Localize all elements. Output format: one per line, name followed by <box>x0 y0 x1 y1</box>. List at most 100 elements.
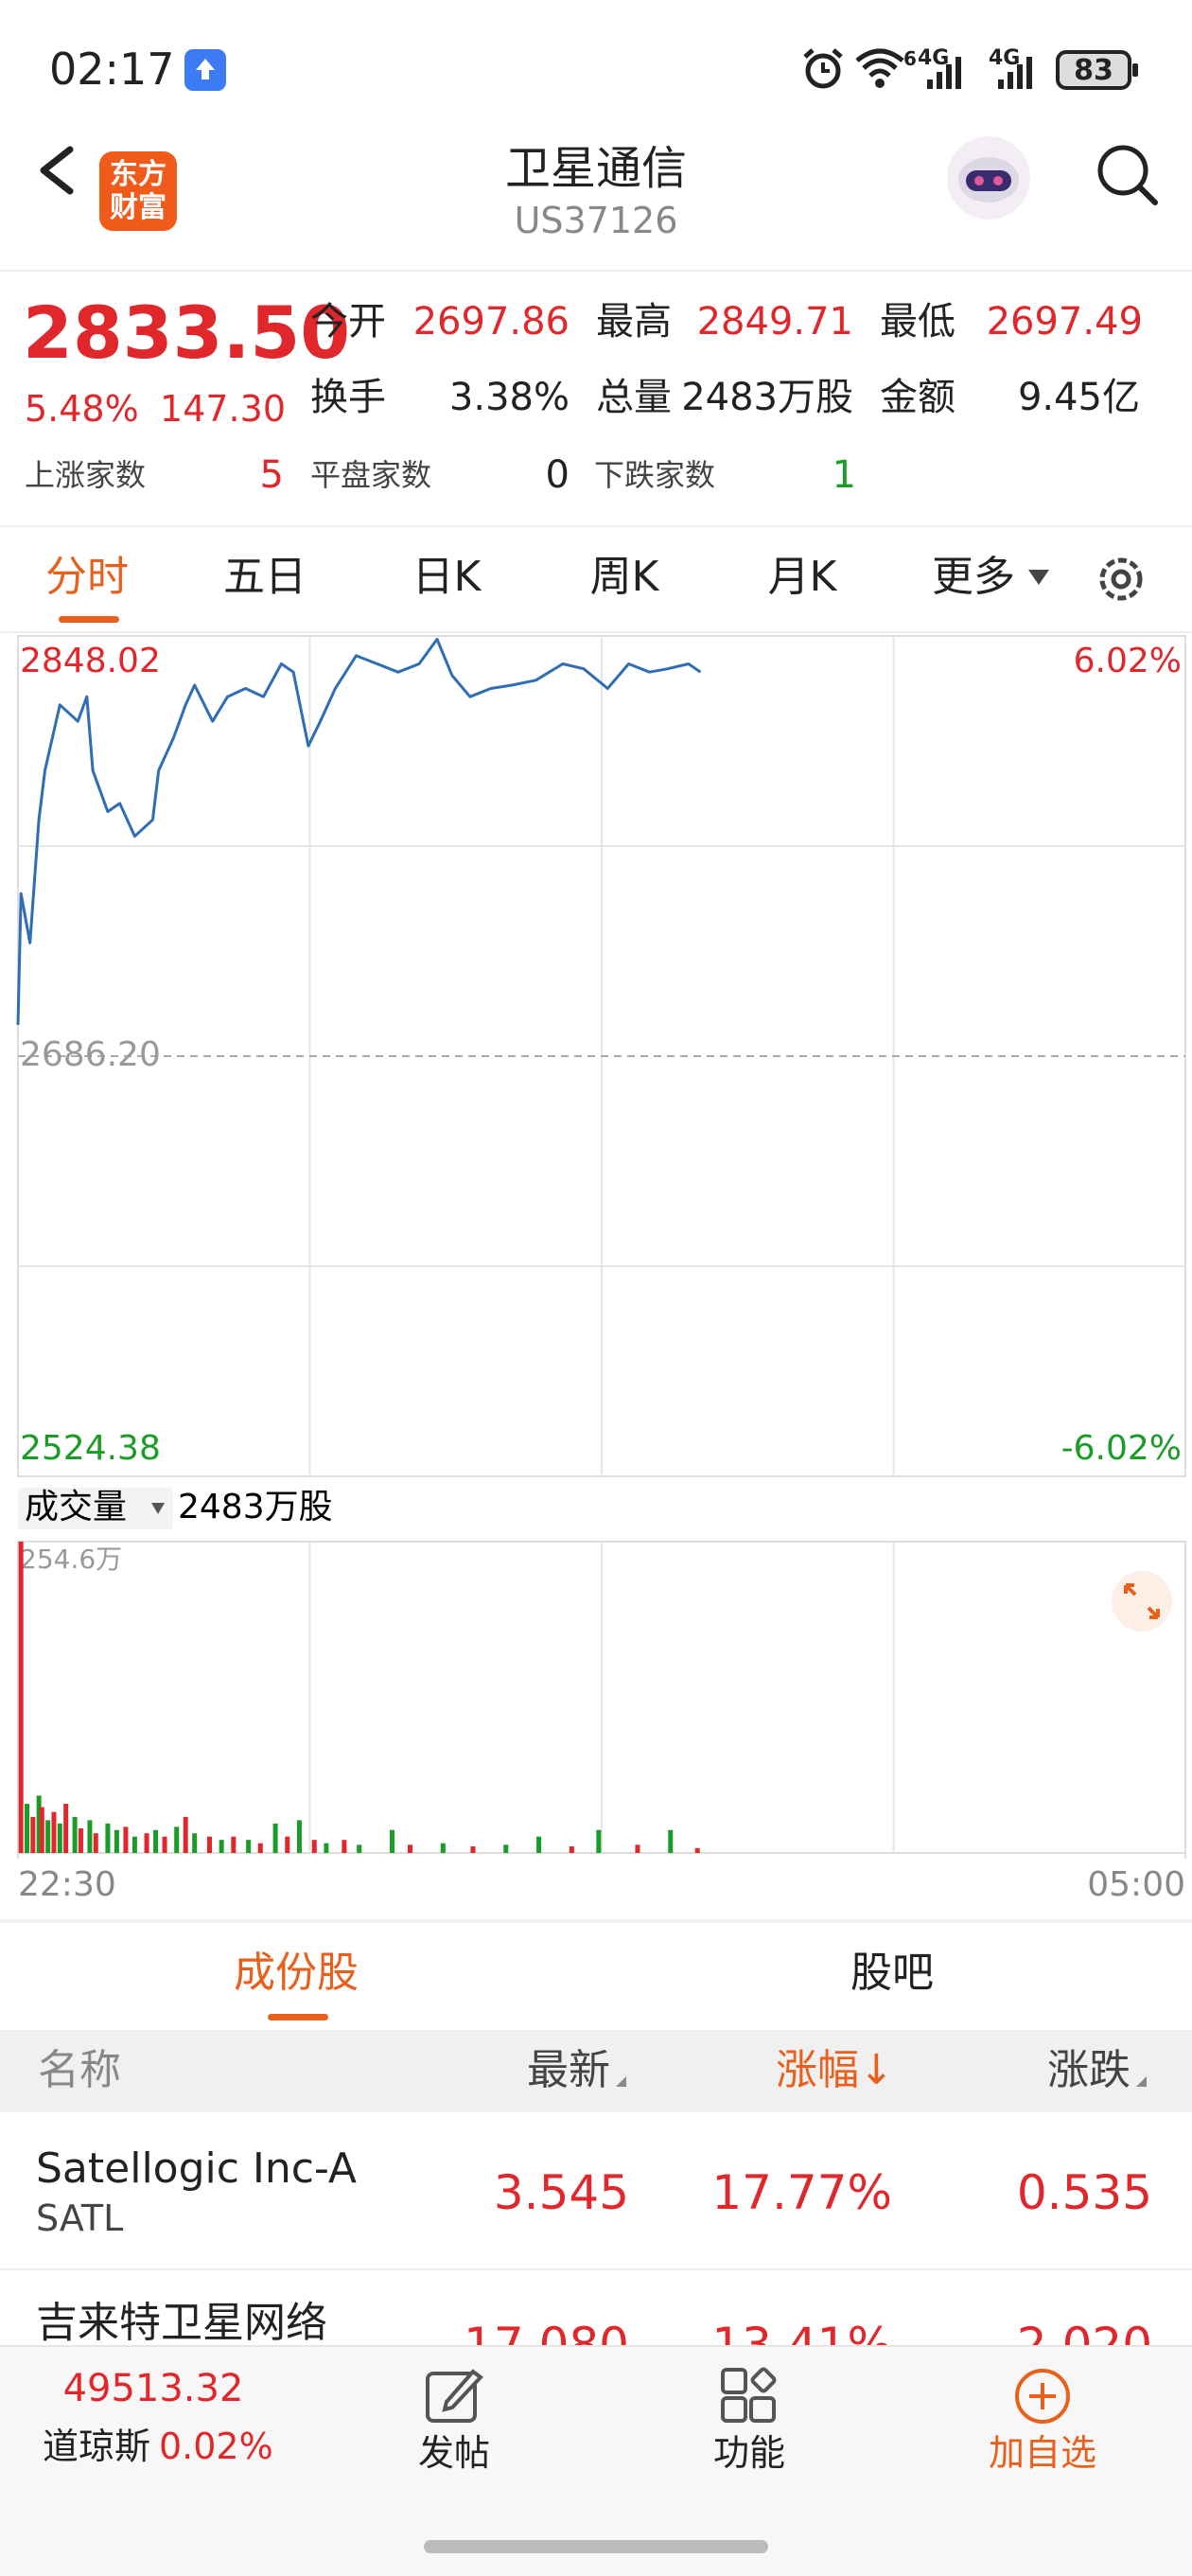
stock-name[interactable]: Satellogic Inc-A <box>36 2144 357 2193</box>
volume-bar <box>390 1829 395 1853</box>
period-tab-active[interactable]: 分时 <box>45 553 129 601</box>
column-header[interactable]: 涨跌 <box>1047 2046 1131 2094</box>
volume-bar <box>440 1843 446 1853</box>
index-change: 0.02% <box>159 2426 273 2467</box>
volume-bar <box>36 1795 42 1853</box>
assistant-avatar[interactable] <box>941 132 1036 222</box>
volume-bar <box>503 1844 509 1853</box>
stat-value: 2697.49 <box>986 300 1143 344</box>
column-header[interactable]: 最新 <box>527 2046 610 2094</box>
action-label[interactable]: 加自选 <box>988 2432 1096 2474</box>
stock-ticker: SATL <box>36 2197 124 2239</box>
index-value[interactable]: 49513.32 <box>62 2367 244 2410</box>
battery-icon <box>1056 50 1138 90</box>
column-header[interactable]: 涨幅↓ <box>776 2046 894 2094</box>
volume-bar <box>357 1844 362 1853</box>
volume-bar <box>174 1826 180 1853</box>
divider <box>0 631 1192 633</box>
breadth-value: 1 <box>832 453 856 497</box>
volume-bar <box>183 1816 188 1853</box>
indicator-selector[interactable] <box>18 1488 173 1529</box>
change-pct: 17.77% <box>711 2165 892 2220</box>
stat-value: 2849.71 <box>696 300 853 344</box>
post-icon[interactable] <box>424 2366 484 2426</box>
period-tab[interactable]: 更多 <box>932 553 1015 601</box>
volume-bar <box>246 1840 252 1853</box>
logo-text: 财富 <box>110 191 167 224</box>
status-time: 02:17 <box>49 44 175 95</box>
tab-indicator <box>59 616 119 623</box>
divider <box>0 270 1192 272</box>
volume-bar <box>105 1823 111 1853</box>
x-tick-label: 05:00 <box>1087 1865 1185 1904</box>
back-button[interactable] <box>28 142 85 199</box>
y-tick-label: 2524.38 <box>20 1429 161 1468</box>
volume-bar <box>131 1836 137 1853</box>
app-logo <box>99 151 177 231</box>
volume-bar <box>272 1823 278 1853</box>
section-tab-active[interactable]: 成份股 <box>234 1949 359 1997</box>
action-label[interactable]: 功能 <box>712 2432 785 2474</box>
volume-bar <box>231 1836 237 1853</box>
sort-icon <box>1136 2076 1147 2087</box>
signal-icon <box>927 57 961 89</box>
settings-button[interactable] <box>1093 551 1149 608</box>
y-tick-label: 2848.02 <box>20 642 161 680</box>
stat-label: 今开 <box>310 300 386 344</box>
volume-bar <box>63 1804 69 1853</box>
volume-bar <box>192 1833 198 1853</box>
volume-bar <box>57 1823 62 1853</box>
volume-bar <box>24 1804 29 1853</box>
column-header: 名称 <box>38 2046 121 2094</box>
stat-label: 总量 <box>596 376 672 419</box>
function-icon[interactable] <box>719 2366 780 2426</box>
index-name[interactable]: 道琼斯 <box>43 2426 151 2467</box>
stat-label: 最低 <box>880 300 955 344</box>
volume-bar <box>72 1816 78 1853</box>
stat-value: 2697.86 <box>412 300 570 344</box>
change-amount: 0.535 <box>1016 2165 1152 2220</box>
volume-bar <box>207 1836 213 1853</box>
period-tab[interactable]: 月K <box>767 553 837 601</box>
stat-label: 换手 <box>310 376 386 419</box>
search-button[interactable] <box>1093 140 1164 211</box>
divider <box>0 1919 1192 1923</box>
volume-bar <box>45 1820 51 1853</box>
expand-button[interactable] <box>1112 1571 1172 1632</box>
stock-name[interactable]: 吉来特卫星网络 <box>36 2299 327 2347</box>
volume-bar <box>257 1843 263 1853</box>
latest-price: 3.545 <box>493 2165 629 2220</box>
network-label: 4G <box>989 46 1021 70</box>
stat-value: 3.38% <box>448 376 570 419</box>
section-tab[interactable]: 股吧 <box>850 1949 934 1997</box>
network-label: 6 <box>903 47 917 70</box>
period-tab[interactable]: 周K <box>589 553 659 601</box>
volume-bar <box>285 1836 290 1853</box>
volume-bar <box>219 1840 224 1853</box>
volume-bar <box>114 1829 119 1853</box>
period-tab[interactable]: 五日 <box>223 553 307 601</box>
volume-bar <box>596 1829 602 1853</box>
volume-bar <box>93 1833 98 1853</box>
volume-bar <box>296 1820 302 1853</box>
breadth-label: 下跌家数 <box>594 457 716 493</box>
volume-bar <box>536 1836 542 1853</box>
y-tick-label: 2686.20 <box>20 1035 161 1074</box>
period-tab[interactable]: 日K <box>412 553 482 601</box>
y2-tick-label: 6.02% <box>1074 642 1182 680</box>
volume-total: 2483万股 <box>178 1488 333 1526</box>
table-header <box>0 2030 1192 2112</box>
divider <box>0 2268 1192 2270</box>
price-line <box>16 638 702 1026</box>
volume-bar <box>470 1846 476 1853</box>
volume-bar <box>694 1847 700 1853</box>
stat-value: 9.45亿 <box>1017 376 1140 419</box>
action-label[interactable]: 发帖 <box>417 2432 490 2474</box>
add-watchlist-icon[interactable] <box>1012 2366 1073 2426</box>
logo-text: 东方 <box>110 158 167 191</box>
volume-bar <box>30 1816 36 1853</box>
network-label: 4G <box>918 46 950 70</box>
breadth-label: 平盘家数 <box>310 457 432 493</box>
sort-icon <box>616 2076 626 2087</box>
